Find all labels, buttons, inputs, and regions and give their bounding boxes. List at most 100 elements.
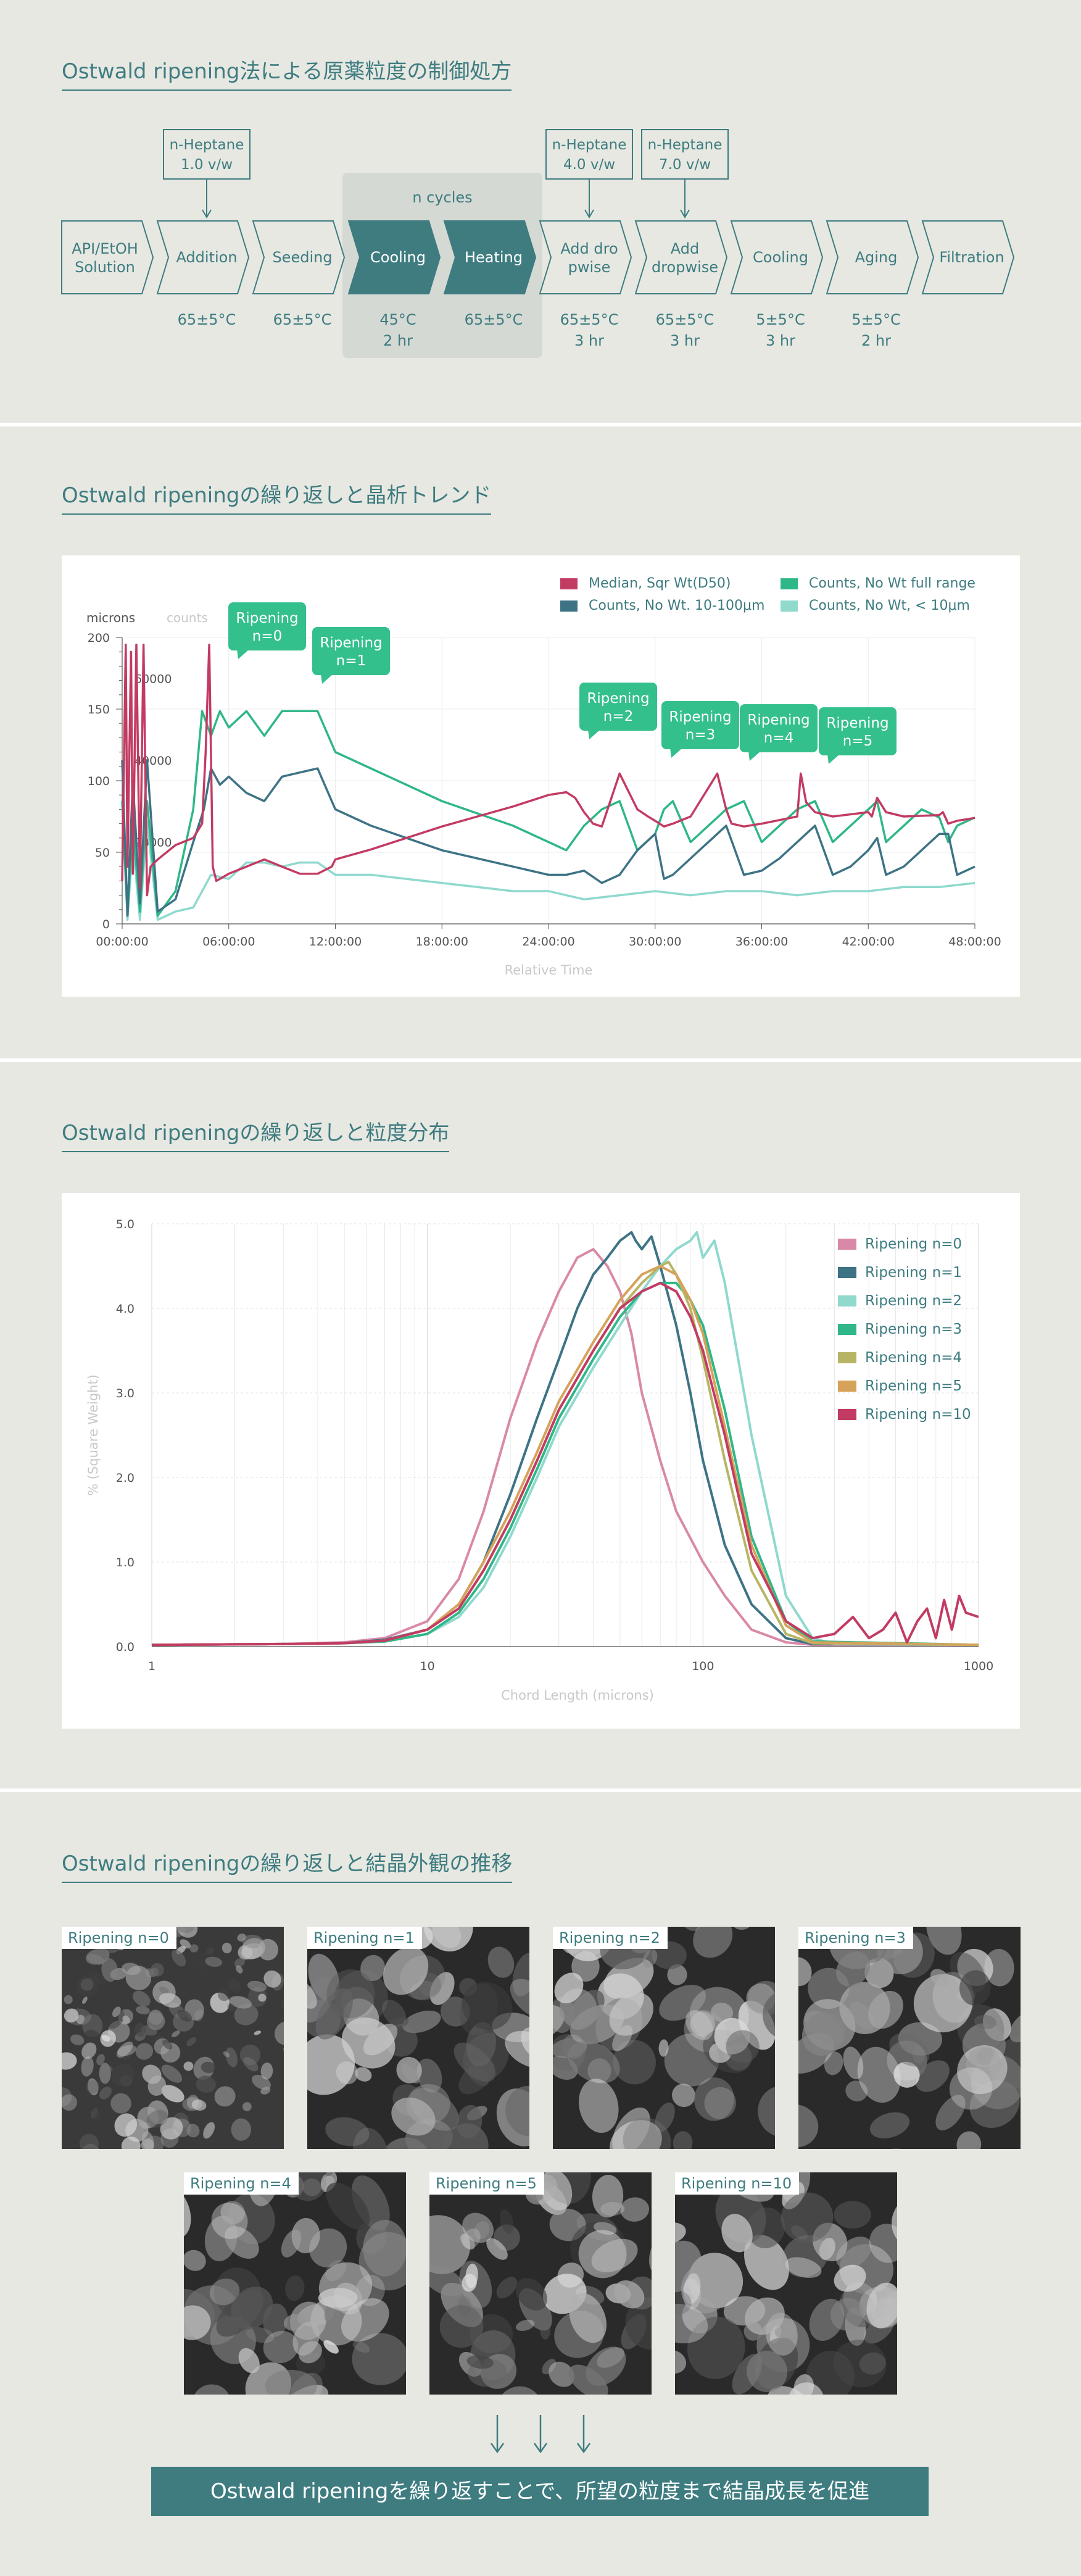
crystal-particle (101, 2034, 110, 2042)
series-line (151, 1231, 979, 1647)
crystal-particle (466, 2022, 496, 2067)
crystal-particle (263, 1970, 281, 1988)
addition-box (641, 129, 729, 180)
cycle-background (342, 173, 542, 358)
crystal-photo-n0: Ripening n=0 (62, 1927, 284, 2149)
crystal-particle (391, 2097, 436, 2136)
process-step-4 (347, 220, 441, 294)
crystal-particle (254, 2030, 262, 2035)
series-line (151, 1248, 979, 1647)
crystal-particle (959, 1970, 991, 2006)
section-divider (0, 423, 1081, 426)
crystal-particle (516, 2319, 535, 2332)
crystal-particle (186, 2037, 197, 2046)
crystal-particle (423, 1927, 473, 1951)
crystal-particle (510, 1979, 529, 2019)
crystal-particle (180, 1939, 191, 1949)
crystal-particle (462, 1982, 513, 2030)
legend-swatch (838, 1409, 856, 1420)
crystal-particle (191, 2099, 207, 2111)
crystal-particle (92, 2113, 101, 2123)
y-tick-label: 3.0 (116, 1387, 135, 1400)
crystal-particle (684, 2273, 701, 2304)
crystal-particle (930, 1969, 950, 1987)
y-tick-label: 150 (88, 703, 110, 717)
crystal-image (798, 1927, 1021, 2149)
cycle-label: n cycles (412, 189, 472, 206)
annotation-callout (228, 602, 306, 650)
y2-tick-label: 60000 (135, 672, 172, 686)
crystal-particle (117, 2045, 137, 2056)
y-axis-label: % (Square Weight) (86, 1374, 101, 1496)
crystal-particle (486, 2238, 508, 2260)
photo-label: Ripening n=3 (798, 1927, 913, 1949)
crystal-particle (265, 2369, 317, 2395)
legend-label: Ripening n=3 (865, 1321, 962, 1337)
x-tick-label: 1000 (964, 1660, 993, 1673)
crystal-particle (360, 1955, 386, 1982)
crystal-particle (70, 2034, 85, 2045)
crystal-particle (62, 2052, 77, 2070)
crystal-particle (260, 2063, 273, 2080)
crystal-particle (183, 2061, 194, 2071)
down-arrow-icon (576, 2443, 591, 2454)
process-step-label: Cooling (370, 249, 426, 266)
process-step-2 (156, 220, 250, 294)
crystal-particle (206, 1947, 214, 1955)
crystal-particle (307, 2034, 355, 2095)
crystal-particle (209, 2278, 240, 2306)
legend-swatch (838, 1381, 856, 1392)
crystal-particle (675, 2350, 687, 2374)
crystal-particle (711, 2003, 734, 2022)
crystal-particle (401, 2064, 420, 2084)
crystal-particle (325, 2117, 370, 2146)
photo-label: Ripening n=5 (429, 2172, 544, 2195)
crystal-particle (614, 2280, 645, 2309)
section-title-trend: Ostwald ripeningの繰り返しと晶析トレンド (62, 478, 492, 515)
crystal-particle (843, 2046, 864, 2080)
section-divider (0, 1058, 1081, 1062)
addition-label: n-Heptane 1.0 v/w (170, 137, 244, 173)
legend-swatch (781, 600, 798, 612)
crystal-particle (499, 2209, 514, 2234)
annotation-label: Ripening n=2 (587, 691, 649, 725)
crystal-particle (926, 1927, 962, 1955)
crystal-particle (110, 2093, 131, 2114)
crystal-particle (114, 2113, 138, 2137)
crystal-particle (292, 2322, 320, 2356)
crystal-particle (591, 2238, 638, 2272)
crystal-particle (568, 2041, 620, 2084)
crystal-particle (592, 2174, 624, 2218)
crystal-particle (275, 2021, 284, 2045)
crystal-particle (693, 1927, 733, 1958)
y-tick-label: 5.0 (116, 1218, 135, 1231)
crystal-image (553, 1927, 775, 2149)
crystal-particle (429, 1972, 455, 2005)
process-step-10 (921, 220, 1015, 294)
legend-label: Counts, No Wt. 10-100μm (589, 598, 764, 613)
crystal-particle (223, 2051, 230, 2058)
crystal-particle (690, 2011, 715, 2037)
crystal-particle (857, 2046, 901, 2103)
crystal-particle (82, 1996, 88, 2005)
series-line (121, 801, 975, 921)
crystal-particle (913, 1974, 972, 2033)
x-tick-label: 10 (420, 1660, 435, 1673)
crystal-particle (667, 1964, 687, 1985)
y-tick-label: 100 (88, 775, 110, 788)
crystal-particle (307, 1979, 317, 2009)
crystal-particle (787, 2382, 824, 2395)
crystal-particle (318, 2262, 373, 2311)
crystal-particle (352, 2341, 370, 2353)
process-step-condition: 5±5°C 2 hr (851, 311, 900, 349)
crystal-particle (77, 1975, 100, 1996)
y2-tick-label: 40000 (135, 754, 172, 768)
x-tick-label: 18:00:00 (416, 935, 468, 949)
process-step-condition: 65±5°C (465, 311, 523, 328)
crystal-particle (149, 1967, 159, 1977)
crystal-particle (88, 1971, 106, 1985)
section-title-psd: Ostwald ripeningの繰り返しと粒度分布 (62, 1116, 450, 1152)
annotation-label: Ripening n=1 (320, 635, 382, 669)
legend-swatch (781, 578, 798, 589)
annotation-pointer (321, 674, 333, 684)
